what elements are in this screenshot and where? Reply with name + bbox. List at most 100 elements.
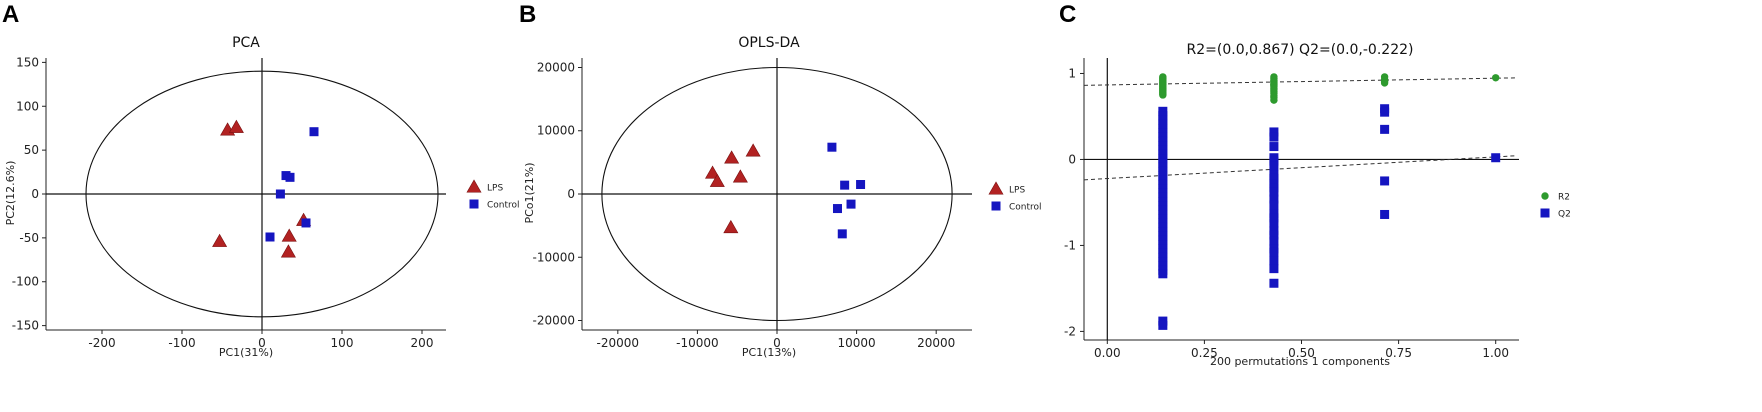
legend-marker-control bbox=[469, 199, 479, 209]
point-q2 bbox=[1380, 107, 1390, 117]
point-q2 bbox=[1380, 176, 1390, 186]
point-q2 bbox=[1269, 236, 1279, 246]
x-tick-label: -200 bbox=[88, 336, 115, 350]
panel-label-b: B bbox=[519, 1, 536, 28]
x-tick-label: 0 bbox=[258, 336, 266, 350]
confidence-ellipse bbox=[85, 70, 439, 318]
x-tick-label: 0.00 bbox=[1094, 346, 1121, 360]
y-tick-label: 0 bbox=[31, 187, 39, 201]
regression-line-r2 bbox=[1083, 77, 1516, 86]
y-tick-label: 0 bbox=[1068, 152, 1076, 166]
point-r2 bbox=[1159, 91, 1167, 99]
point-q2 bbox=[1269, 200, 1279, 210]
point-control bbox=[285, 172, 295, 182]
point-q2 bbox=[1269, 142, 1279, 152]
point-control bbox=[275, 189, 285, 199]
legend-label-lps: LPS bbox=[1009, 186, 1025, 196]
x-tick-label: 0.75 bbox=[1385, 346, 1412, 360]
panel-label-c: C bbox=[1059, 1, 1076, 28]
point-q2 bbox=[1158, 320, 1168, 330]
point-q2 bbox=[1269, 218, 1279, 228]
y-tick-label: 100 bbox=[16, 99, 39, 113]
panel-a-ylabel: PC2(12.6%) bbox=[4, 161, 17, 226]
point-lps bbox=[724, 150, 740, 164]
panel-c-xlabel: 200 permutations 1 components bbox=[1210, 355, 1390, 368]
y-tick-label: 0 bbox=[567, 187, 575, 201]
panel-a-pca: PCA PC1(31%) PC2(12.6%) -200 -100 0 100 200 -… bbox=[4, 35, 520, 359]
point-r2 bbox=[1491, 74, 1500, 82]
point-q2 bbox=[1269, 213, 1279, 223]
y-tick-label: -20000 bbox=[532, 314, 575, 328]
point-q2 bbox=[1269, 187, 1279, 197]
panel-c-title: R2=(0.0,0.867) Q2=(0.0,-0.222) bbox=[1187, 42, 1414, 58]
legend-label-control: Control bbox=[487, 201, 520, 211]
point-q2 bbox=[1269, 132, 1279, 142]
point-q2 bbox=[1269, 194, 1279, 204]
point-control bbox=[309, 127, 319, 137]
y-tick-label: 50 bbox=[24, 143, 39, 157]
confidence-ellipse bbox=[601, 66, 953, 322]
point-lps bbox=[280, 244, 296, 258]
panel-c-legend: R2 Q2 bbox=[1540, 192, 1571, 220]
point-lps bbox=[212, 233, 228, 247]
regression-line-q2 bbox=[1083, 155, 1516, 181]
point-q2 bbox=[1380, 209, 1390, 219]
point-q2 bbox=[1269, 264, 1279, 274]
point-control bbox=[856, 180, 866, 190]
y-tick-label: -50 bbox=[19, 231, 39, 245]
point-r2 bbox=[1270, 96, 1278, 104]
panel-b-legend: LPS Control bbox=[988, 181, 1042, 213]
point-control bbox=[846, 199, 856, 209]
panel-c-permutation: R2=(0.0,0.867) Q2=(0.0,-0.222) 200 permu… bbox=[1064, 42, 1571, 368]
x-tick-label: -20000 bbox=[597, 336, 640, 350]
point-lps bbox=[709, 173, 725, 187]
panel-b-opls-da: OPLS-DA PC1(13%) PCo1(21%) -20000 -10000 0… bbox=[523, 35, 1042, 359]
panel-label-a: A bbox=[2, 1, 19, 28]
point-q2 bbox=[1491, 153, 1501, 163]
point-control bbox=[265, 232, 275, 242]
legend-marker-r2 bbox=[1541, 192, 1549, 200]
point-q2 bbox=[1269, 161, 1279, 171]
x-tick-label: 200 bbox=[411, 336, 434, 350]
x-tick-label: 10000 bbox=[837, 336, 875, 350]
legend-marker-q2 bbox=[1540, 208, 1550, 218]
panel-b-xlabel: PC1(13%) bbox=[742, 346, 796, 359]
point-control bbox=[840, 180, 850, 190]
y-tick-label: 1 bbox=[1068, 66, 1076, 80]
y-tick-label: 20000 bbox=[537, 60, 575, 74]
y-tick-label: -10000 bbox=[532, 250, 575, 264]
x-tick-label: -10000 bbox=[676, 336, 719, 350]
point-q2 bbox=[1269, 256, 1279, 266]
point-lps bbox=[281, 228, 297, 242]
x-tick-label: 20000 bbox=[917, 336, 955, 350]
y-tick-label: -100 bbox=[12, 275, 39, 289]
x-tick-label: 0.25 bbox=[1191, 346, 1218, 360]
legend-label-r2: R2 bbox=[1558, 193, 1570, 203]
y-tick-label: -150 bbox=[12, 319, 39, 333]
y-tick-label: 150 bbox=[16, 55, 39, 69]
point-q2 bbox=[1158, 269, 1168, 279]
point-lps bbox=[732, 169, 748, 183]
y-tick-label: -2 bbox=[1064, 324, 1076, 338]
point-lps bbox=[228, 119, 244, 133]
point-q2 bbox=[1269, 230, 1279, 240]
x-tick-label: -100 bbox=[168, 336, 195, 350]
point-control bbox=[832, 204, 842, 214]
legend-label-q2: Q2 bbox=[1558, 210, 1571, 220]
panel-a-legend: LPS Control bbox=[466, 179, 520, 211]
legend-marker-lps bbox=[988, 181, 1004, 195]
x-tick-label: 0.50 bbox=[1288, 346, 1315, 360]
x-tick-label: 1.00 bbox=[1482, 346, 1509, 360]
panel-a-title: PCA bbox=[232, 35, 260, 51]
x-tick-label: 0 bbox=[773, 336, 781, 350]
legend-marker-lps bbox=[466, 179, 482, 193]
panel-b-title: OPLS-DA bbox=[738, 35, 800, 51]
point-r2 bbox=[1380, 79, 1389, 87]
point-control bbox=[827, 142, 837, 152]
x-tick-label: 100 bbox=[331, 336, 354, 350]
point-q2 bbox=[1269, 173, 1279, 183]
point-lps bbox=[745, 143, 761, 157]
point-q2 bbox=[1269, 247, 1279, 257]
panel-b-ylabel: PCo1(21%) bbox=[523, 162, 536, 223]
